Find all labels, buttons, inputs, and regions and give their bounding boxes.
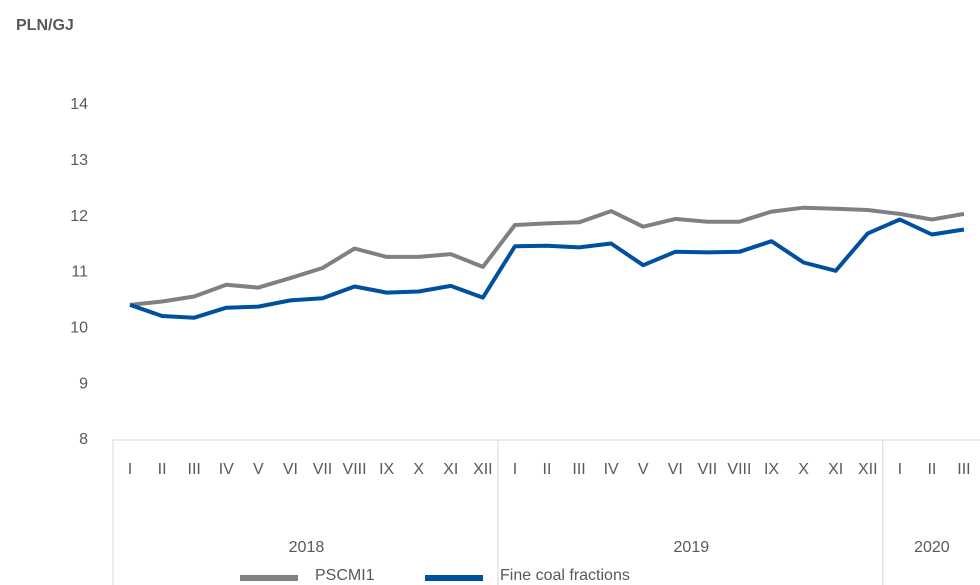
x-tick-label: I <box>513 461 517 478</box>
x-tick-label: VI <box>668 461 683 478</box>
x-tick-label: II <box>927 461 936 478</box>
line-series <box>129 205 965 307</box>
axis-title: PLN/GJ <box>16 17 74 34</box>
y-tick-label: 11 <box>71 264 88 281</box>
x-tick-label: V <box>638 461 649 478</box>
x-tick-label: X <box>798 461 809 478</box>
x-tick-label: V <box>253 461 264 478</box>
group-label: 2018 <box>289 539 325 556</box>
y-tick-label: 12 <box>70 208 88 225</box>
x-tick-label: III <box>957 461 970 478</box>
y-tick-label: 8 <box>79 431 88 448</box>
x-tick-label: XI <box>828 461 843 478</box>
x-tick-label: VI <box>283 461 298 478</box>
x-tick-label: IV <box>604 461 619 478</box>
x-tick-label: VIII <box>343 461 367 478</box>
x-tick-label: I <box>128 461 132 478</box>
x-tick-label: II <box>158 461 167 478</box>
x-tick-label: VIII <box>727 461 751 478</box>
y-tick-label: 9 <box>79 375 88 392</box>
x-tick-label: II <box>543 461 552 478</box>
x-tick-label: XII <box>858 461 878 478</box>
x-tick-label: III <box>572 461 585 478</box>
y-tick-label: 13 <box>70 152 88 169</box>
x-tick-label: IX <box>379 461 394 478</box>
x-tick-label: I <box>898 461 902 478</box>
x-tick-label: IX <box>764 461 779 478</box>
x-tick-label: IV <box>219 461 234 478</box>
y-tick-label: 10 <box>70 320 88 337</box>
x-tick-label: III <box>188 461 201 478</box>
x-tick-label: XI <box>443 461 458 478</box>
legend-label: PSCMI1 <box>315 567 375 584</box>
group-label: 2020 <box>914 539 950 556</box>
x-tick-label: X <box>413 461 424 478</box>
x-tick-label: VII <box>698 461 718 478</box>
x-tick-label: XII <box>473 461 493 478</box>
y-tick-label: 14 <box>70 96 88 113</box>
line-series <box>129 217 965 320</box>
x-tick-label: VII <box>313 461 333 478</box>
legend-label: Fine coal fractions <box>500 567 630 584</box>
group-label: 2019 <box>674 539 710 556</box>
